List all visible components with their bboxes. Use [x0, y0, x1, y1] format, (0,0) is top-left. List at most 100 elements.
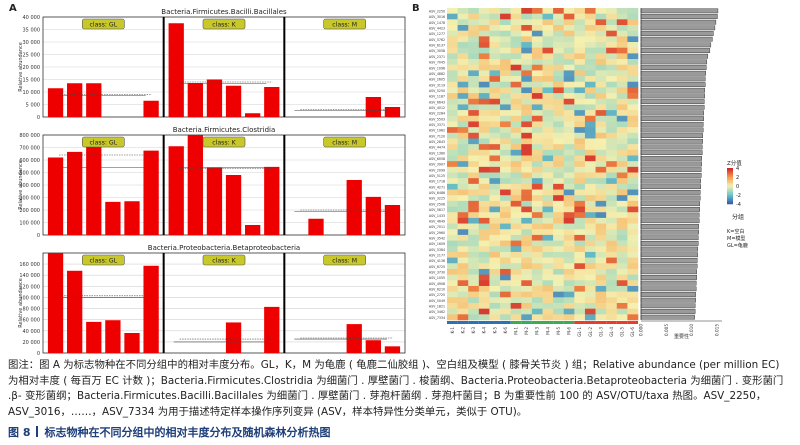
- heatmap-cell: [510, 47, 522, 54]
- heatmap-cell: [627, 229, 639, 236]
- heatmap-cell: [574, 274, 586, 281]
- heatmap-cell: [531, 268, 543, 275]
- heatmap-row: ASV_1096: [429, 64, 639, 71]
- heatmap-cell: [542, 229, 554, 236]
- heatmap-cell: [574, 64, 586, 71]
- heatmap-cell: [531, 212, 543, 219]
- heatmap-cell: [457, 149, 469, 156]
- y-tick-label: 0: [37, 351, 40, 357]
- heatmap-cell: [574, 161, 586, 168]
- heatmap-cell: [500, 98, 511, 105]
- heatmap-cell: [500, 53, 511, 60]
- heatmap-cell: [553, 212, 565, 219]
- heatmap-cell: [563, 13, 575, 20]
- heatmap-cell: [606, 8, 618, 14]
- y-tick-label: 400 000: [19, 183, 40, 189]
- group-strip: [323, 136, 366, 148]
- y-tick-label: 0: [37, 233, 40, 239]
- zscore-legend-tick: 2: [736, 175, 739, 181]
- heatmap-cell: [616, 217, 628, 224]
- heatmap-cell: [457, 229, 469, 236]
- heatmap-cell: [500, 178, 511, 185]
- heatmap-cell: [574, 8, 586, 14]
- heatmap-cell: [500, 268, 511, 275]
- heatmap-row: ASV_5384: [429, 246, 639, 253]
- heatmap-cell: [574, 149, 586, 156]
- heatmap-cell: [489, 155, 501, 162]
- heatmap-cell: [563, 268, 575, 275]
- importance-bar: [640, 280, 697, 286]
- heatmap-cell: [584, 212, 596, 219]
- heatmap-cell: [521, 70, 533, 77]
- heatmap-cell: [563, 144, 575, 151]
- heatmap-cell: [563, 121, 575, 128]
- heatmap-cell: [510, 297, 522, 304]
- heatmap-cell: [574, 104, 586, 111]
- heatmap-cell: [510, 172, 522, 179]
- heatmap-cell: [574, 93, 586, 100]
- heatmap-cell: [553, 302, 565, 309]
- heatmap-cell: [468, 229, 480, 236]
- heatmap-row: ASV_6486: [429, 189, 639, 196]
- heatmap-cell: [606, 81, 618, 88]
- heatmap-cell: [457, 36, 469, 43]
- heatmap-cell: [616, 98, 628, 105]
- heatmap-cell: [478, 308, 490, 315]
- bar: [143, 150, 159, 235]
- heatmap-cell: [457, 42, 469, 49]
- heatmap-cell: [595, 8, 607, 14]
- group-strip-label: class: K: [212, 258, 236, 265]
- group-strip: [202, 18, 246, 30]
- heatmap-cell: [606, 200, 618, 207]
- zscore-legend-tick: 4: [736, 166, 739, 172]
- heatmap-row: ASV_6137: [429, 42, 639, 49]
- heatmap-row-label: ASV_1718: [429, 180, 445, 184]
- y-tick-label: 100 000: [19, 221, 40, 227]
- heatmap-cell: [500, 8, 511, 14]
- heatmap-cell: [457, 246, 469, 253]
- heatmap-row: ASV_4271: [429, 183, 639, 190]
- heatmap-cell: [447, 53, 458, 60]
- heatmap-cell: [500, 76, 511, 83]
- heatmap-cell: [563, 104, 575, 111]
- heatmap-cell: [616, 87, 628, 94]
- heatmap-cell: [521, 178, 533, 185]
- heatmap-cell: [553, 149, 565, 156]
- heatmap-cell: [606, 59, 618, 66]
- heatmap-cell: [563, 217, 575, 224]
- bar: [264, 166, 280, 235]
- heatmap-cell: [521, 223, 533, 230]
- zscore-legend-swatch: [727, 192, 733, 194]
- heatmap-cell: [468, 144, 480, 151]
- heatmap-cell: [584, 308, 596, 315]
- zscore-legend-swatch: [727, 189, 733, 191]
- heatmap-cell: [595, 161, 607, 168]
- heatmap-cell: [553, 93, 565, 100]
- heatmap-row-label: ASV_1821: [429, 305, 445, 309]
- group-strip: [202, 136, 246, 148]
- heatmap-row: ASV_5125: [429, 172, 639, 179]
- importance-bar: [640, 275, 697, 280]
- heatmap-cell: [584, 166, 596, 173]
- zscore-legend-swatch: [727, 198, 733, 200]
- heatmap-row: ASV_3016: [429, 13, 639, 20]
- heatmap-cell: [563, 285, 575, 292]
- bar: [105, 201, 121, 235]
- heatmap-row-label: ASV_3462: [429, 310, 445, 314]
- heatmap-cell: [521, 132, 533, 139]
- heatmap-column-label: M-1: [513, 327, 518, 335]
- group-legend-item: GL=龟鹿: [727, 242, 748, 249]
- heatmap-cell: [521, 297, 533, 304]
- heatmap-cell: [447, 206, 458, 213]
- y-tick-label: 15 000: [23, 78, 41, 84]
- heatmap-cell: [574, 195, 586, 202]
- heatmap-cell: [447, 19, 458, 26]
- heatmap-cell: [574, 223, 586, 230]
- heatmap-cell: [542, 155, 554, 162]
- heatmap-cell: [500, 246, 511, 253]
- heatmap-column-label: M-2: [524, 327, 529, 335]
- heatmap-row: ASV_2605: [429, 76, 639, 83]
- heatmap-cell: [500, 13, 511, 20]
